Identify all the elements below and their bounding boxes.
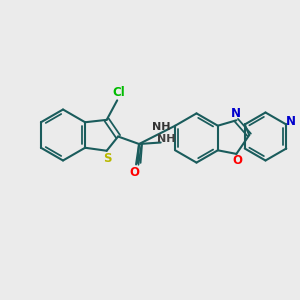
Text: O: O xyxy=(232,154,242,167)
Text: Cl: Cl xyxy=(112,86,125,99)
Text: N: N xyxy=(231,107,241,120)
Text: NH: NH xyxy=(152,122,171,132)
Text: NH: NH xyxy=(157,134,175,144)
Text: O: O xyxy=(130,166,140,179)
Text: S: S xyxy=(103,152,112,165)
Text: N: N xyxy=(286,115,296,128)
